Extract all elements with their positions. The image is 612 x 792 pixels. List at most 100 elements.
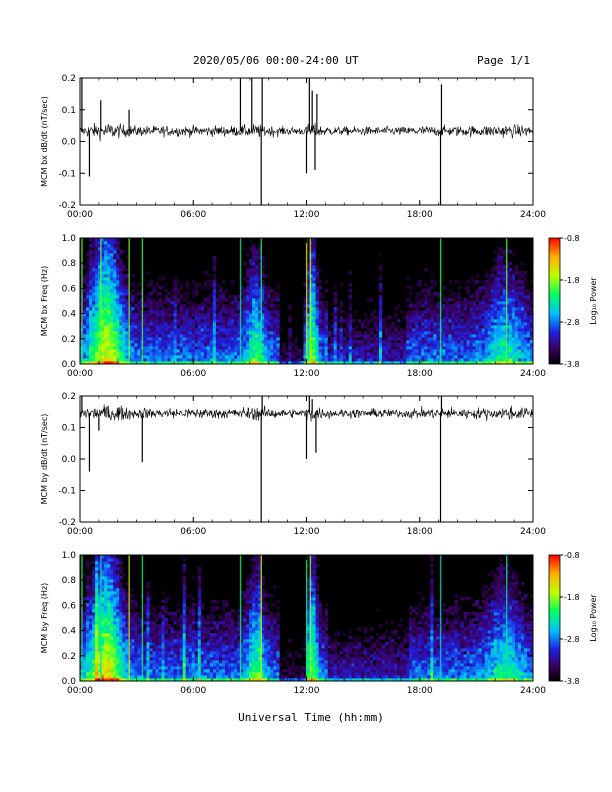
spectrogram-cell	[134, 663, 138, 667]
spectrogram-cell	[83, 657, 87, 661]
spectrogram-cell	[113, 322, 117, 326]
spectrogram-cell	[445, 352, 449, 356]
spectrogram-cell	[481, 331, 486, 335]
spectrogram-cell	[258, 253, 262, 257]
spectrogram-cell	[92, 624, 96, 628]
spectrogram-cell	[227, 328, 232, 332]
spectrogram-cell	[312, 298, 316, 302]
spectrogram-cell	[110, 352, 114, 356]
spectrogram-cell	[285, 352, 289, 356]
spectrogram-cell	[345, 331, 350, 335]
spectrogram-cell	[418, 280, 422, 284]
spectrogram-cell	[526, 361, 531, 364]
spectrogram-cell	[481, 295, 486, 299]
spectrogram-cell	[400, 355, 404, 359]
spectrogram-cell	[505, 265, 510, 269]
spectrogram-cell	[385, 337, 389, 341]
spectrogram-cell	[173, 298, 178, 302]
spectrogram-cell	[418, 283, 422, 287]
spectrogram-cell	[306, 301, 310, 305]
spectrogram-cell	[412, 352, 416, 356]
spectrogram-cell	[122, 310, 126, 314]
spectrogram-cell	[116, 633, 120, 637]
spectrogram-cell	[246, 328, 250, 332]
spectrogram-cell	[89, 352, 93, 356]
spectrogram-cell	[116, 349, 120, 353]
spectrogram-cell	[409, 346, 413, 350]
spectrogram-cell	[333, 328, 338, 332]
spectrogram-cell	[152, 666, 156, 670]
spectrogram-cell	[258, 307, 262, 311]
spectrogram-cell	[336, 355, 341, 359]
spectrogram-cell	[83, 678, 87, 681]
spectrogram-cell	[526, 352, 531, 356]
spectrogram-cell	[267, 355, 271, 359]
spectrogram-cell	[224, 322, 229, 326]
spectrogram-cell	[499, 307, 504, 311]
spectrogram-cell	[152, 630, 156, 634]
spectrogram-cell	[526, 313, 531, 317]
spectrogram-cell	[92, 630, 96, 634]
panel-1: 00:00 06:00 12:00 18:00 24:000.20.10.0-0.1-0…	[40, 74, 546, 220]
spectrogram-cell	[318, 337, 322, 341]
spectrogram-cell	[490, 286, 495, 290]
spectrogram-cell	[309, 283, 313, 287]
spectrogram-cell	[200, 304, 205, 308]
y-tick-label: 0.2	[62, 335, 76, 345]
spectrogram-cell	[125, 606, 129, 610]
spectrogram-cell	[276, 331, 280, 335]
spectrogram-cell	[176, 346, 181, 350]
spectrogram-cell	[481, 361, 486, 364]
spectrogram-cell	[104, 612, 108, 616]
spectrogram-cell	[511, 319, 516, 323]
spectrogram-cell	[131, 289, 135, 293]
spectrogram-cell	[110, 325, 114, 329]
spectrogram-cell	[212, 274, 217, 278]
spectrogram-cell	[128, 331, 132, 335]
spectrogram-cell	[375, 331, 380, 335]
spectrogram-cell	[276, 361, 280, 364]
spectrogram-cell	[200, 343, 205, 347]
spectrogram-cell	[342, 319, 347, 323]
spectrogram-cell	[255, 256, 259, 260]
spectrogram-stripe	[260, 238, 262, 364]
spectrogram-cell	[255, 268, 259, 272]
spectrogram-cell	[86, 310, 90, 314]
spectrogram-cell	[185, 316, 190, 320]
spectrogram-cell	[122, 346, 126, 350]
spectrogram-cell	[369, 361, 374, 364]
spectrogram-cell	[463, 304, 467, 308]
spectrogram-cell	[496, 313, 501, 317]
spectrogram-cell	[433, 280, 437, 284]
spectrogram-cell	[514, 295, 519, 299]
spectrogram-cell	[282, 361, 286, 364]
spectrogram-cell	[469, 307, 473, 311]
spectrogram-cell	[119, 238, 123, 242]
spectrogram-cell	[218, 349, 223, 353]
spectrogram-cell	[89, 627, 93, 631]
spectrogram-cell	[306, 256, 310, 260]
spectrogram-cell	[394, 313, 398, 317]
spectrogram-cell	[149, 334, 153, 338]
spectrogram-cell	[125, 349, 129, 353]
spectrogram-cell	[128, 343, 132, 347]
spectrogram-cell	[499, 328, 504, 332]
spectrogram-cell	[466, 289, 470, 293]
spectrogram-cell	[448, 328, 452, 332]
spectrogram-cell	[324, 361, 329, 364]
spectrogram-cell	[312, 265, 316, 269]
spectrogram-cell	[312, 316, 316, 320]
spectrogram-cell	[514, 325, 519, 329]
spectrogram-cell	[517, 355, 522, 359]
spectrogram-cell	[309, 265, 313, 269]
spectrogram-cell	[101, 612, 105, 616]
spectrogram-cell	[255, 298, 259, 302]
spectrogram-cell	[484, 274, 489, 278]
spectrogram-cell	[454, 331, 458, 335]
page-title: 2020/05/06 00:00-24:00 UT	[193, 54, 359, 67]
spectrogram-cell	[218, 334, 223, 338]
spectrogram-cell	[237, 301, 241, 305]
spectrogram-cell	[83, 636, 87, 640]
spectrogram-cell	[249, 262, 253, 266]
spectrogram-cell	[92, 289, 96, 293]
